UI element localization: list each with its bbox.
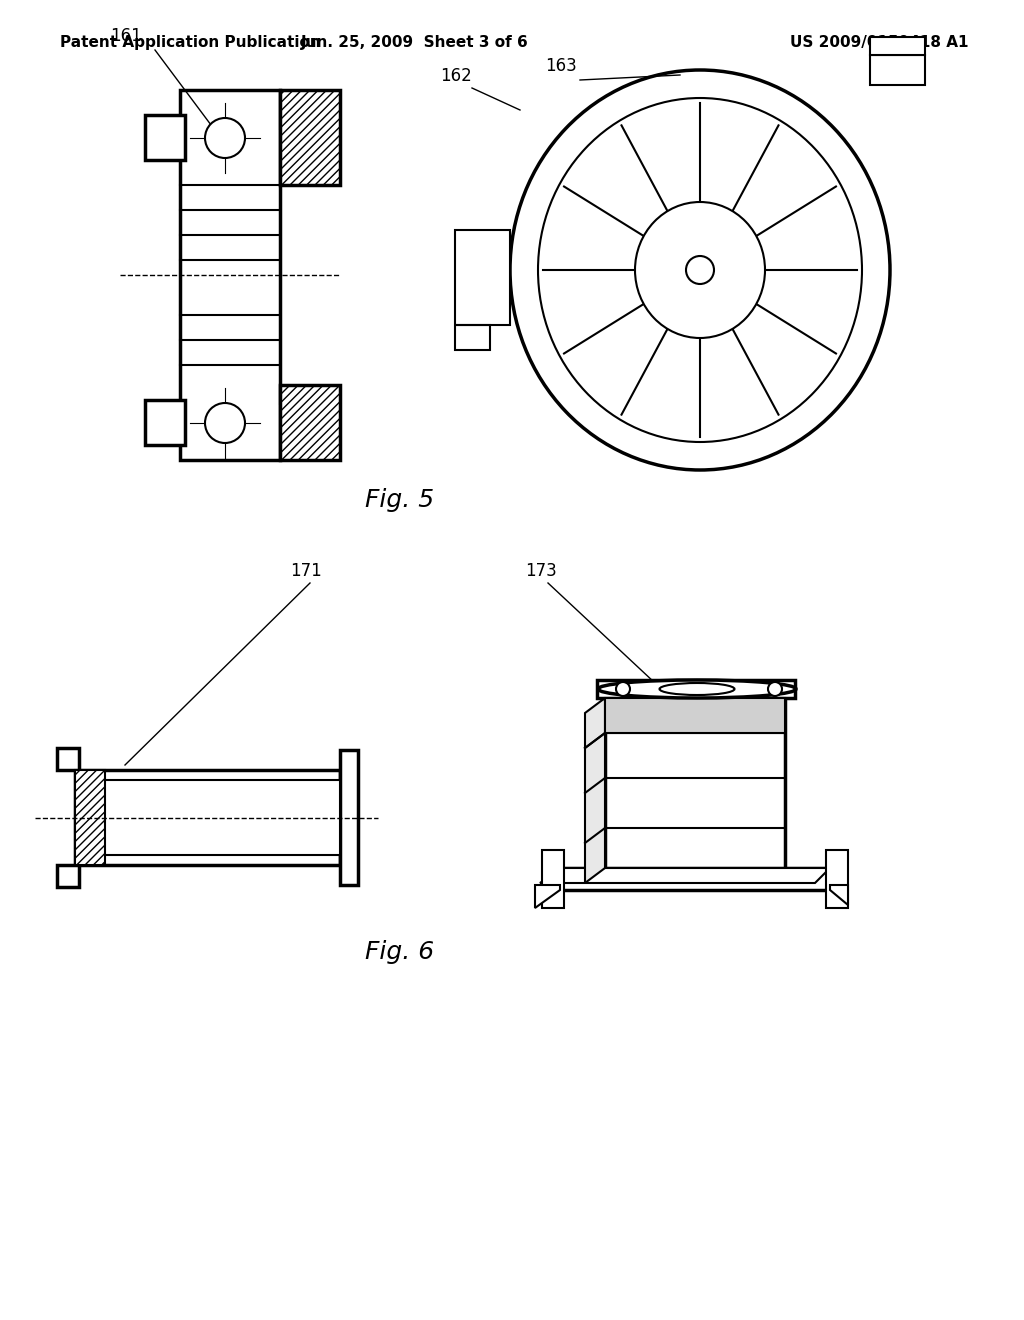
- Bar: [340, 750, 358, 884]
- Polygon shape: [455, 230, 510, 350]
- Bar: [75, 770, 105, 865]
- Text: 162: 162: [440, 67, 472, 84]
- Text: Patent Application Publication: Patent Application Publication: [60, 36, 321, 50]
- Bar: [826, 850, 848, 908]
- Text: Fig. 6: Fig. 6: [366, 940, 434, 964]
- Bar: [605, 698, 785, 733]
- Polygon shape: [830, 884, 848, 906]
- Bar: [85, 780, 340, 855]
- Text: Jun. 25, 2009  Sheet 3 of 6: Jun. 25, 2009 Sheet 3 of 6: [301, 36, 528, 50]
- Text: 173: 173: [525, 562, 557, 579]
- Ellipse shape: [635, 202, 765, 338]
- Circle shape: [768, 682, 782, 696]
- Ellipse shape: [659, 682, 734, 696]
- Text: 161: 161: [110, 26, 141, 45]
- Ellipse shape: [598, 680, 796, 698]
- Bar: [560, 869, 830, 890]
- Polygon shape: [540, 869, 830, 883]
- Ellipse shape: [686, 256, 714, 284]
- Bar: [870, 55, 925, 84]
- Text: US 2009/0159418 A1: US 2009/0159418 A1: [790, 36, 969, 50]
- Polygon shape: [585, 698, 605, 883]
- Bar: [57, 865, 79, 887]
- Bar: [180, 90, 280, 459]
- Ellipse shape: [510, 70, 890, 470]
- Bar: [280, 90, 340, 185]
- Bar: [75, 770, 340, 865]
- Text: 171: 171: [290, 562, 322, 579]
- Bar: [145, 400, 185, 445]
- Circle shape: [205, 403, 245, 444]
- Text: Fig. 5: Fig. 5: [366, 488, 434, 512]
- Bar: [605, 698, 785, 869]
- Bar: [870, 37, 925, 55]
- Bar: [280, 385, 340, 459]
- Bar: [542, 850, 564, 908]
- Circle shape: [616, 682, 630, 696]
- Circle shape: [205, 117, 245, 158]
- Bar: [145, 115, 185, 160]
- Polygon shape: [535, 884, 560, 908]
- Ellipse shape: [538, 98, 862, 442]
- Bar: [57, 748, 79, 770]
- Bar: [597, 680, 795, 698]
- Text: 163: 163: [545, 57, 577, 75]
